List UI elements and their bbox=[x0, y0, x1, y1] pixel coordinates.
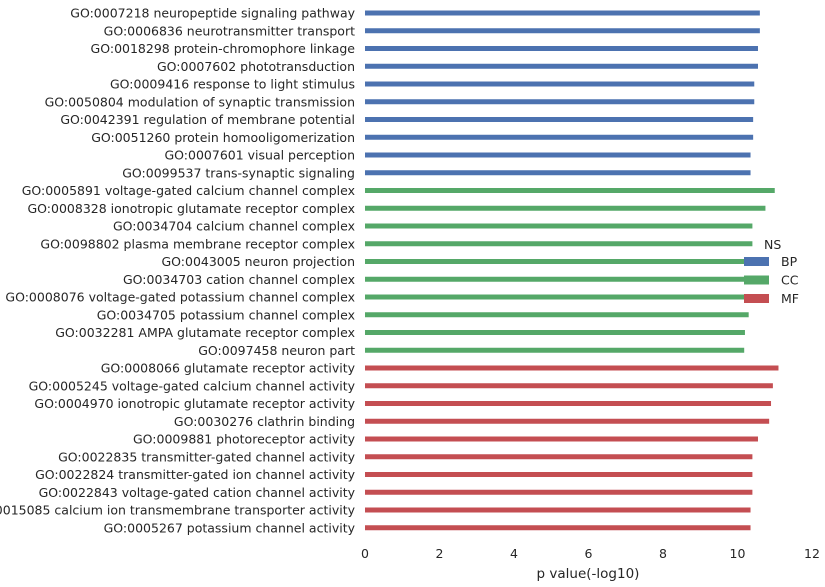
bar-mf bbox=[365, 507, 751, 513]
bar-mf bbox=[365, 383, 773, 389]
category-label: GO:0032281 AMPA glutamate receptor compl… bbox=[55, 325, 355, 340]
x-axis-label: p value(-log10) bbox=[537, 566, 640, 582]
category-label: GO:0007601 visual perception bbox=[164, 148, 355, 163]
category-label: GO:0051260 protein homooligomerization bbox=[91, 130, 355, 145]
legend: NS BP CC MF bbox=[744, 237, 799, 306]
category-label: GO:0034704 calcium channel complex bbox=[113, 219, 355, 234]
category-label: GO:0034703 cation channel complex bbox=[123, 272, 355, 287]
category-label: GO:0098802 plasma membrane receptor comp… bbox=[40, 236, 355, 251]
x-tick-labels-group: 0 2 4 6 8 10 12 bbox=[361, 546, 820, 561]
category-label: GO:0008066 glutamate receptor activity bbox=[101, 361, 356, 376]
bars-group bbox=[365, 10, 779, 531]
legend-label-mf: MF bbox=[781, 291, 799, 306]
legend-swatch-bp bbox=[744, 257, 769, 266]
bar-bp bbox=[365, 10, 760, 16]
category-label: GO:0015085 calcium ion transmembrane tra… bbox=[0, 503, 356, 518]
legend-swatch-cc bbox=[744, 275, 769, 285]
legend-label-cc: CC bbox=[781, 273, 799, 288]
x-tick-label: 12 bbox=[804, 546, 820, 561]
bar-cc bbox=[365, 259, 749, 264]
bar-bp bbox=[365, 63, 758, 69]
category-label: GO:0008328 ionotropic glutamate receptor… bbox=[28, 201, 356, 216]
category-label: GO:0006836 neurotransmitter transport bbox=[104, 23, 355, 38]
bar-cc bbox=[365, 312, 749, 318]
category-label: GO:0009881 photoreceptor activity bbox=[133, 432, 356, 447]
x-tick-label: 10 bbox=[730, 546, 746, 561]
bar-mf bbox=[365, 472, 753, 477]
category-label: GO:0034705 potassium channel complex bbox=[97, 307, 355, 322]
bar-mf bbox=[365, 436, 758, 442]
x-tick-label: 2 bbox=[436, 546, 444, 561]
category-label: GO:0043005 neuron projection bbox=[161, 254, 355, 269]
x-tick-label: 6 bbox=[585, 546, 593, 561]
bar-cc bbox=[365, 330, 745, 335]
legend-title: NS bbox=[764, 237, 781, 252]
category-label: GO:0005267 potassium channel activity bbox=[104, 520, 356, 535]
category-label: GO:0018298 protein-chromophore linkage bbox=[91, 41, 356, 56]
bar-bp bbox=[365, 81, 755, 87]
category-label: GO:0005891 voltage-gated calcium channel… bbox=[22, 183, 355, 198]
bar-mf bbox=[365, 489, 753, 495]
bar-cc bbox=[365, 223, 753, 229]
category-label: GO:0004970 ionotropic glutamate receptor… bbox=[34, 396, 355, 411]
bar-bp bbox=[365, 134, 754, 140]
category-label: GO:0097458 neuron part bbox=[198, 343, 355, 358]
bar-bp bbox=[365, 99, 755, 105]
category-label: GO:0022843 voltage-gated cation channel … bbox=[39, 485, 356, 500]
legend-label-bp: BP bbox=[781, 254, 798, 269]
bar-bp bbox=[365, 170, 751, 176]
category-labels-group: GO:0007218 neuropeptide signaling pathwa… bbox=[0, 6, 356, 536]
bar-cc bbox=[365, 276, 749, 282]
bar-cc bbox=[365, 294, 749, 300]
category-label: GO:0007602 phototransduction bbox=[157, 59, 355, 74]
bar-mf bbox=[365, 418, 770, 424]
bar-mf bbox=[365, 365, 779, 371]
bar-bp bbox=[365, 46, 758, 51]
bar-bp bbox=[365, 28, 760, 34]
legend-swatch-mf bbox=[744, 294, 769, 303]
category-label: GO:0050804 modulation of synaptic transm… bbox=[45, 94, 355, 109]
category-label: GO:0009416 response to light stimulus bbox=[110, 77, 355, 92]
category-label: GO:0022835 transmitter-gated channel act… bbox=[58, 449, 355, 464]
category-label: GO:0007218 neuropeptide signaling pathwa… bbox=[70, 6, 355, 21]
bar-cc bbox=[365, 205, 766, 211]
category-label: GO:0030276 clathrin binding bbox=[174, 414, 355, 429]
bar-mf bbox=[365, 401, 772, 406]
bar-bp bbox=[365, 117, 754, 122]
category-label: GO:0022824 transmitter-gated ion channel… bbox=[35, 467, 356, 482]
category-label: GO:0099537 trans-synaptic signaling bbox=[122, 165, 355, 180]
x-tick-label: 8 bbox=[659, 546, 667, 561]
category-label: GO:0008076 voltage-gated potassium chann… bbox=[5, 290, 355, 305]
bar-cc bbox=[365, 188, 775, 193]
bar-cc bbox=[365, 347, 745, 353]
bar-mf bbox=[365, 525, 751, 531]
bar-bp bbox=[365, 152, 751, 158]
category-label: GO:0042391 regulation of membrane potent… bbox=[60, 112, 355, 127]
category-label: GO:0005245 voltage-gated calcium channel… bbox=[29, 378, 356, 393]
bar-cc bbox=[365, 241, 753, 247]
bar-mf bbox=[365, 454, 753, 460]
x-tick-label: 4 bbox=[510, 546, 518, 561]
x-tick-label: 0 bbox=[361, 546, 369, 561]
